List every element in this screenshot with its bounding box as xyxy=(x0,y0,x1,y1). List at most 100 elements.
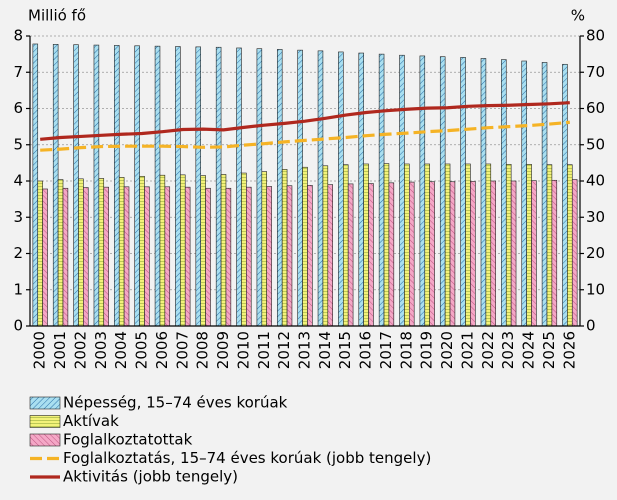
legend-swatch xyxy=(29,415,61,428)
legend-label: Aktívak xyxy=(63,412,119,430)
y-tick-label: 3 xyxy=(13,208,23,226)
bar xyxy=(241,172,247,327)
bar xyxy=(118,177,125,327)
x-tick-label: 2007 xyxy=(173,331,191,369)
x-tick-label: 2003 xyxy=(92,331,110,369)
bar xyxy=(399,54,405,327)
bar xyxy=(419,55,426,327)
bar xyxy=(342,164,349,327)
line xyxy=(40,101,570,141)
y-tick-label: 2 xyxy=(13,244,23,262)
bar xyxy=(123,186,130,327)
y-tick-label: 6 xyxy=(13,99,23,117)
y2-tick-label: 20 xyxy=(586,244,605,262)
y-tick-label: 8 xyxy=(13,27,23,45)
bar xyxy=(144,186,150,327)
bar xyxy=(220,174,227,327)
bar xyxy=(571,179,578,327)
x-tick-label: 2002 xyxy=(71,331,89,369)
y-tick-label: 5 xyxy=(13,135,23,153)
bar xyxy=(347,183,354,327)
bar xyxy=(327,184,334,327)
bar xyxy=(286,185,293,327)
bar xyxy=(444,163,451,327)
bar xyxy=(114,45,120,327)
bar xyxy=(368,183,374,327)
legend-swatch xyxy=(29,396,61,410)
legend-label: Aktivitás (jobb tengely) xyxy=(63,468,238,486)
x-tick-label: 2008 xyxy=(194,331,212,369)
x-tick-label: 2011 xyxy=(255,331,273,369)
y-tick-label: 4 xyxy=(13,172,23,190)
x-tick-label: 2026 xyxy=(560,331,578,369)
bar xyxy=(521,60,527,327)
bar xyxy=(256,48,263,327)
bar xyxy=(42,188,48,327)
bar xyxy=(93,44,100,327)
x-tick-label: 2010 xyxy=(234,331,252,369)
bar xyxy=(358,52,364,327)
bar xyxy=(526,164,532,327)
x-tick-label: 2009 xyxy=(214,331,232,369)
bar xyxy=(546,164,553,327)
bar xyxy=(261,171,268,327)
x-tick-label: 2020 xyxy=(438,331,456,369)
x-tick-label: 2024 xyxy=(520,331,538,369)
x-tick-label: 2004 xyxy=(112,331,130,369)
y2-tick-label: 50 xyxy=(586,135,605,153)
legend-label: Népesség, 15–74 éves korúak xyxy=(63,394,288,412)
bar xyxy=(164,186,171,327)
bar xyxy=(480,58,487,327)
bar xyxy=(57,179,64,327)
y-tick-label: 7 xyxy=(13,63,23,81)
bar xyxy=(276,49,283,327)
bar xyxy=(32,43,39,327)
bar xyxy=(541,62,548,327)
bar xyxy=(175,46,181,327)
bar xyxy=(317,50,324,327)
y2-tick-label: 70 xyxy=(586,63,605,81)
y-tick-label: 0 xyxy=(13,317,23,335)
bar xyxy=(215,46,222,327)
y2-tick-label: 30 xyxy=(586,208,605,226)
bar xyxy=(225,187,232,327)
bar xyxy=(501,59,507,327)
y2-tick-label: 0 xyxy=(586,317,596,335)
bar xyxy=(78,178,84,327)
y2-tick-label: 80 xyxy=(586,27,605,45)
legend-label: Foglalkoztatás, 15–74 éves korúak (jobb … xyxy=(63,449,431,467)
bar xyxy=(180,174,186,327)
bar xyxy=(470,181,476,327)
bar xyxy=(266,186,272,327)
bar xyxy=(302,166,308,327)
bar xyxy=(307,185,313,327)
x-tick-label: 2000 xyxy=(31,331,49,369)
bar xyxy=(134,45,140,327)
y2-axis-label: % xyxy=(571,7,585,25)
y2-tick-label: 10 xyxy=(586,280,605,298)
bar xyxy=(388,182,395,327)
bar xyxy=(184,186,191,327)
x-tick-label: 2016 xyxy=(357,331,375,369)
bar xyxy=(510,180,517,327)
x-tick-label: 2017 xyxy=(377,331,395,369)
bar xyxy=(485,163,492,327)
bar xyxy=(62,187,69,327)
y-tick-label: 1 xyxy=(13,280,23,298)
bar xyxy=(159,174,166,327)
bar xyxy=(37,180,43,327)
x-tick-label: 2006 xyxy=(153,331,171,369)
bar xyxy=(322,165,329,327)
bar xyxy=(98,178,105,327)
bar xyxy=(505,164,512,327)
bar xyxy=(195,46,202,327)
x-tick-label: 2015 xyxy=(336,331,354,369)
bar xyxy=(236,47,242,327)
line xyxy=(40,120,570,152)
x-tick-label: 2013 xyxy=(296,331,314,369)
y2-tick-label: 60 xyxy=(586,99,605,117)
bar xyxy=(103,186,109,327)
x-tick-label: 2001 xyxy=(51,331,69,369)
bar xyxy=(139,175,145,327)
